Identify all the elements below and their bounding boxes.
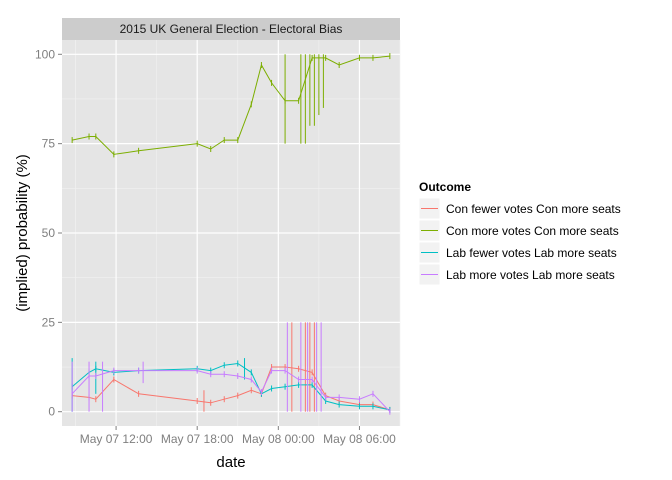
y-axis: 0 25 50 75 100: [35, 47, 62, 419]
y-tick-label: 75: [42, 137, 56, 151]
legend-item: Con more votes Con more seats: [418, 219, 619, 242]
legend-item: Lab more votes Lab more seats: [418, 263, 615, 286]
x-tick-label: May 08 00:00: [242, 432, 315, 446]
series-2: [71, 53, 391, 158]
legend-item: Con fewer votes Con more seats: [418, 197, 621, 220]
y-tick-label: 50: [42, 226, 56, 240]
x-axis-title: date: [216, 454, 245, 471]
y-tick-label: 25: [42, 315, 56, 329]
legend: Outcome Con fewer votes Con more seats Co…: [418, 180, 621, 286]
x-tick-label: May 08 06:00: [323, 432, 396, 446]
chart-title: 2015 UK General Election - Electoral Bia…: [120, 22, 343, 36]
series-line: [71, 370, 391, 413]
legend-item: Lab fewer votes Lab more seats: [418, 241, 617, 264]
y-tick-label: 100: [35, 47, 55, 61]
plot-panel: [62, 40, 401, 426]
x-axis: May 07 12:00 May 07 18:00 May 08 00:00 May …: [80, 426, 396, 446]
legend-label: Con more votes Con more seats: [446, 224, 619, 238]
facet-strip-background: [62, 18, 400, 40]
series-line: [71, 55, 390, 155]
x-tick-label: May 07 12:00: [80, 432, 153, 446]
series-4: [71, 322, 391, 415]
legend-label: Con fewer votes Con more seats: [446, 202, 621, 216]
legend-label: Lab fewer votes Lab more seats: [446, 246, 617, 260]
series-line: [72, 366, 391, 411]
series-line: [71, 362, 391, 411]
y-tick-label: 0: [48, 405, 55, 419]
x-tick-label: May 07 18:00: [161, 432, 234, 446]
legend-label: Lab more votes Lab more seats: [446, 268, 615, 282]
legend-title: Outcome: [419, 180, 471, 194]
y-axis-title: (implied) probability (%): [14, 154, 31, 312]
facet-strip: 2015 UK General Election - Electoral Bia…: [62, 18, 400, 40]
